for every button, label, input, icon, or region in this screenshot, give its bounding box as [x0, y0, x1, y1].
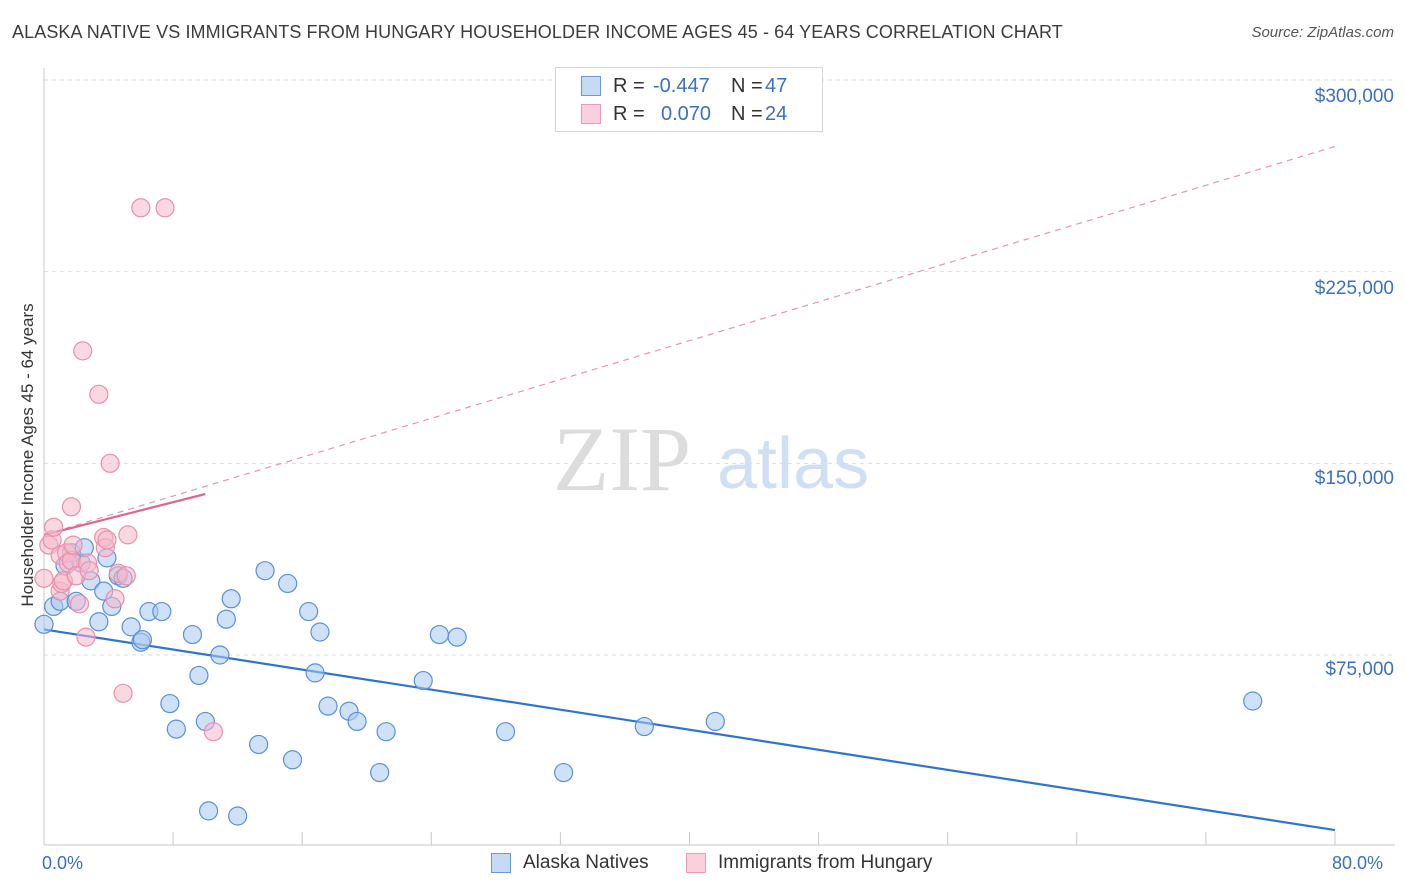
point-immigrants-hungary-28 [118, 525, 138, 545]
point-alaska-natives-43 [429, 624, 449, 645]
point-alaska-natives-0 [34, 614, 54, 634]
legend-n-value: 24 [765, 102, 788, 125]
point-immigrants-hungary-19 [89, 384, 109, 404]
trend-line-immigrants-hungary [43, 492, 206, 536]
y-tick-label-75000: $75,000 [1325, 659, 1394, 680]
y-tick-label-150000: $150,000 [1314, 468, 1394, 489]
watermark-atlas: atlas [717, 424, 869, 504]
series-label-immigrants-hungary: Immigrants from Hungary [718, 852, 933, 873]
y-tick-label-300000: $300,000 [1314, 86, 1394, 107]
point-alaska-natives-47 [634, 716, 654, 737]
point-alaska-natives-42 [413, 670, 433, 691]
point-alaska-natives-25 [199, 801, 219, 821]
x-tick-label-max: 80.0% [1332, 853, 1384, 873]
point-alaska-natives-44 [447, 627, 467, 647]
point-alaska-natives-34 [299, 601, 319, 622]
point-immigrants-hungary-31 [203, 722, 224, 742]
trend-layer [43, 145, 1336, 832]
grid-layer [44, 79, 1395, 656]
legend-n-label: N = [731, 74, 763, 97]
point-immigrants-hungary-30 [155, 198, 175, 218]
legend-row-alaska-natives: R = -0.447 N = 47 [556, 71, 787, 101]
points-layer [34, 198, 1263, 826]
point-alaska-natives-39 [347, 711, 367, 732]
point-immigrants-hungary-26 [113, 683, 133, 703]
point-alaska-natives-46 [554, 762, 574, 783]
y-tick-label-225000: $225,000 [1314, 278, 1394, 299]
trend-line-alaska-natives [43, 628, 1336, 832]
point-immigrants-hungary-18 [79, 561, 99, 581]
point-immigrants-hungary-3 [44, 517, 64, 537]
series-legend-immigrants-hungary: Immigrants from Hungary [686, 852, 932, 874]
point-alaska-natives-36 [310, 622, 330, 642]
point-alaska-natives-19 [152, 601, 172, 622]
legend-n-value: 47 [765, 74, 788, 97]
legend-swatch-immigrants-hungary [581, 104, 601, 124]
point-alaska-natives-20 [160, 693, 180, 714]
point-alaska-natives-28 [221, 589, 241, 609]
point-alaska-natives-49 [1243, 691, 1263, 711]
point-immigrants-hungary-22 [97, 530, 117, 550]
point-alaska-natives-9 [89, 612, 109, 632]
point-alaska-natives-35 [305, 663, 325, 683]
point-alaska-natives-15 [121, 617, 141, 637]
series-legend: Alaska Natives Immigrants from Hungary [0, 852, 1406, 878]
point-alaska-natives-21 [166, 719, 186, 739]
series-swatch-immigrants-hungary [686, 853, 706, 873]
point-alaska-natives-31 [255, 561, 275, 581]
point-alaska-natives-41 [376, 722, 396, 742]
point-alaska-natives-48 [705, 711, 725, 732]
point-immigrants-hungary-16 [76, 627, 96, 647]
legend-r-label: R = [613, 102, 645, 125]
point-immigrants-hungary-23 [100, 453, 120, 473]
point-immigrants-hungary-29 [131, 198, 151, 218]
point-immigrants-hungary-14 [69, 594, 90, 614]
series-label-alaska-natives: Alaska Natives [523, 852, 649, 873]
point-alaska-natives-30 [249, 734, 269, 755]
legend-r-label: R = [613, 74, 645, 97]
legend-n-label: N = [731, 102, 763, 125]
point-immigrants-hungary-27 [116, 566, 136, 586]
x-tick-label-min: 0.0% [42, 853, 84, 873]
trend-line-immigrants-hungary-dashed [43, 145, 1336, 536]
point-alaska-natives-29 [228, 806, 248, 826]
point-immigrants-hungary-15 [73, 341, 93, 361]
point-alaska-natives-17 [132, 630, 153, 650]
point-alaska-natives-32 [278, 573, 298, 594]
point-alaska-natives-33 [282, 750, 303, 770]
series-legend-alaska-natives: Alaska Natives [491, 852, 649, 874]
point-alaska-natives-22 [182, 624, 203, 645]
point-alaska-natives-37 [318, 696, 338, 716]
legend-r-value: 0.070 [661, 102, 712, 125]
watermark-zip: ZIP [553, 408, 691, 510]
legend-row-immigrants-hungary: R = 0.070 N = 24 [556, 99, 787, 129]
point-immigrants-hungary-12 [61, 497, 82, 517]
point-immigrants-hungary-0 [34, 568, 54, 588]
point-immigrants-hungary-11 [63, 535, 83, 555]
correlation-legend: R = -0.447 N = 47 R = 0.070 N = 24 [555, 67, 823, 132]
point-alaska-natives-27 [216, 609, 236, 629]
axis-layer [43, 68, 1395, 846]
legend-r-value: -0.447 [653, 74, 710, 97]
source-label: Source: ZipAtlas.com [1251, 24, 1394, 41]
point-alaska-natives-26 [210, 645, 230, 665]
legend-swatch-alaska-natives [581, 76, 601, 96]
point-alaska-natives-45 [495, 722, 516, 742]
point-immigrants-hungary-24 [105, 589, 125, 609]
point-alaska-natives-23 [189, 665, 209, 686]
series-swatch-alaska-natives [491, 853, 511, 873]
point-alaska-natives-40 [370, 762, 390, 783]
chart-title: ALASKA NATIVE VS IMMIGRANTS FROM HUNGARY… [12, 22, 1063, 42]
